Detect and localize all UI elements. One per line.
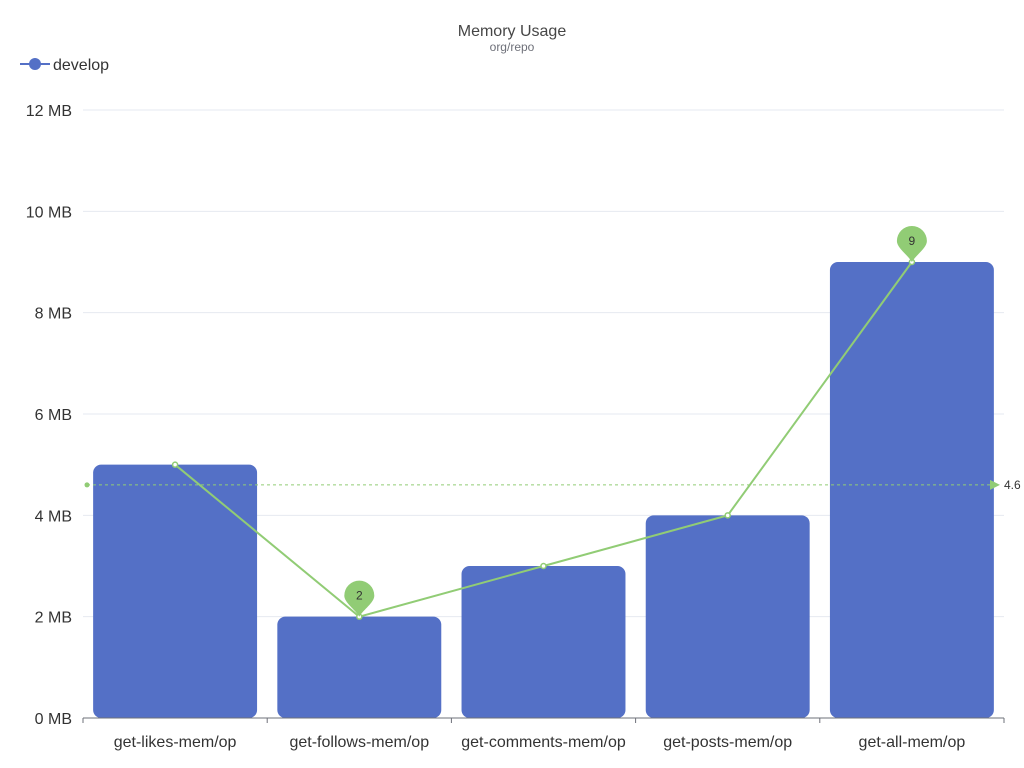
line-point (724, 512, 731, 519)
average-line-arrow (990, 479, 1000, 490)
legend-dot-marker (29, 58, 41, 70)
y-tick-label: 10 MB (26, 204, 72, 221)
x-axis (82, 717, 1005, 723)
line-point (540, 562, 547, 570)
y-tick-label: 4 MB (35, 508, 72, 525)
x-tick-label: get-all-mem/op (859, 734, 966, 751)
x-tick-label: get-comments-mem/op (461, 734, 626, 751)
x-tick-label: get-follows-mem/op (289, 734, 429, 751)
min-marker-pin (344, 580, 375, 617)
y-axis-ticks: 0 MB 2 MB 4 MB 6 MB 8 MB 10 MB 12 MB (26, 103, 72, 728)
x-tick-label: get-likes-mem/op (114, 734, 237, 751)
chart-subtitle: org/repo (490, 40, 535, 54)
bar (829, 262, 994, 718)
bar (93, 464, 258, 718)
y-tick-label: 6 MB (35, 407, 72, 424)
max-min-markers: 92 (344, 226, 927, 617)
average-line-group: 4.6 (84, 478, 1021, 492)
bar (645, 515, 810, 718)
bar (277, 616, 442, 718)
legend-label-develop: develop (53, 57, 109, 74)
legend[interactable]: develop (20, 57, 109, 74)
y-tick-label: 0 MB (35, 711, 72, 728)
min-marker-label: 2 (356, 589, 363, 603)
max-marker-label: 9 (909, 234, 916, 248)
line-point (171, 461, 179, 468)
y-tick-label: 8 MB (35, 306, 72, 323)
bar (461, 566, 626, 718)
average-line-start-dot (84, 482, 90, 488)
x-axis-tick-labels: get-likes-mem/op get-follows-mem/op get-co… (114, 734, 966, 751)
x-tick-label: get-posts-mem/op (663, 734, 792, 751)
y-tick-label: 2 MB (35, 610, 72, 627)
overlay-line-series (171, 258, 916, 620)
bar-series (93, 262, 994, 718)
average-line-label: 4.6 (1004, 478, 1021, 492)
chart-title: Memory Usage (458, 23, 567, 40)
max-marker-pin (896, 226, 927, 262)
y-tick-label: 12 MB (26, 103, 72, 120)
